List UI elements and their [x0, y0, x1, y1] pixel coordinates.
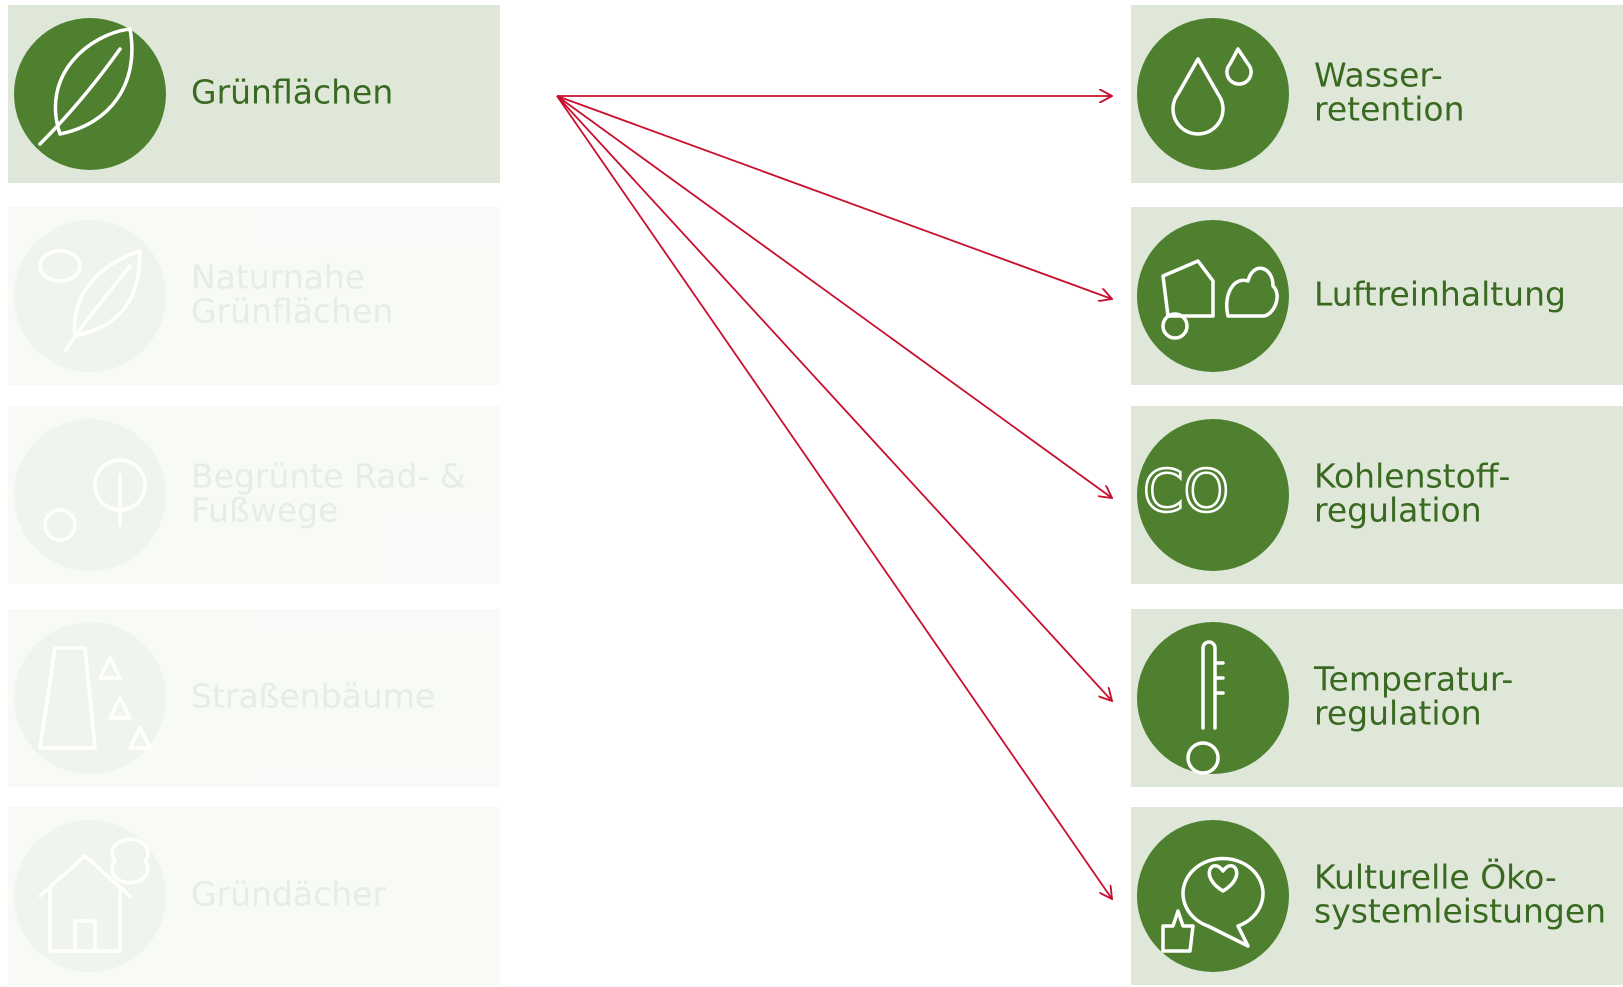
icon-circle	[1137, 18, 1289, 170]
icon-circle	[14, 18, 166, 170]
card-background	[8, 807, 500, 985]
card-label: Wasser-	[1314, 56, 1443, 95]
card: Grünflächen	[8, 5, 500, 183]
card-label: Kohlenstoff-	[1314, 457, 1510, 496]
card-label: Gründächer	[191, 875, 387, 914]
card-label: regulation	[1314, 491, 1482, 530]
card-label: Grünflächen	[191, 292, 393, 331]
card-label: Grünflächen	[191, 73, 393, 112]
icon-circle	[1137, 622, 1289, 774]
card-label: Luftreinhaltung	[1314, 275, 1566, 314]
card-label: Fußwege	[191, 491, 338, 530]
icon	[38, 646, 152, 750]
card: CO Kohlenstoff-regulation	[1131, 406, 1623, 584]
arrow	[556, 95, 1112, 299]
card-background	[8, 207, 500, 385]
arrow	[556, 95, 1112, 498]
card: Wasser-retention	[1131, 5, 1623, 183]
icon-circle	[14, 419, 166, 571]
card: Gründächer	[8, 807, 500, 985]
card: Luftreinhaltung	[1131, 207, 1623, 385]
icon	[38, 27, 134, 146]
arrow	[556, 95, 1112, 899]
icon	[38, 837, 150, 953]
icon	[1161, 856, 1265, 953]
card-label: systemleistungen	[1314, 892, 1606, 931]
card: Kulturelle Öko-systemleistungen	[1131, 807, 1623, 985]
card-label: regulation	[1314, 694, 1482, 733]
icon-circle	[14, 622, 166, 774]
card-label: retention	[1314, 90, 1465, 129]
icon-circle	[1137, 820, 1289, 972]
icon	[43, 458, 147, 542]
card-label: Straßenbäume	[191, 677, 435, 716]
icon-circle	[14, 220, 166, 372]
card-background	[8, 406, 500, 584]
card-label: Kulturelle Öko-	[1314, 857, 1557, 897]
icon-circle	[14, 820, 166, 972]
card-background	[8, 609, 500, 787]
card: Begrünte Rad- &Fußwege	[8, 406, 500, 584]
arrow	[556, 95, 1112, 701]
icon	[1171, 47, 1253, 136]
card: Straßenbäume	[8, 609, 500, 787]
icon	[1161, 259, 1279, 340]
card-label: Begrünte Rad- &	[191, 457, 466, 496]
icon	[1186, 640, 1225, 775]
card-label: Naturnahe	[191, 258, 365, 297]
card: Temperatur-regulation	[1131, 609, 1623, 787]
card-label: Temperatur-	[1313, 660, 1513, 699]
icon-circle	[1137, 419, 1289, 571]
icon: CO	[1143, 457, 1229, 525]
icon	[38, 249, 142, 353]
